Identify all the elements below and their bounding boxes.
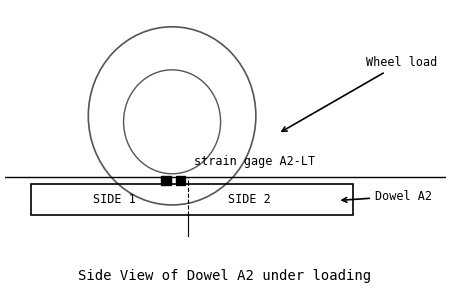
Text: Side View of Dowel A2 under loading: Side View of Dowel A2 under loading <box>78 269 372 283</box>
Bar <box>176 175 185 185</box>
Text: SIDE 1: SIDE 1 <box>93 193 136 206</box>
Text: strain gage A2-LT: strain gage A2-LT <box>194 155 315 168</box>
Text: Dowel A2: Dowel A2 <box>342 190 432 202</box>
Bar <box>161 175 171 185</box>
Text: Wheel load: Wheel load <box>282 56 437 132</box>
Text: SIDE 2: SIDE 2 <box>229 193 271 206</box>
Bar <box>31 184 353 215</box>
